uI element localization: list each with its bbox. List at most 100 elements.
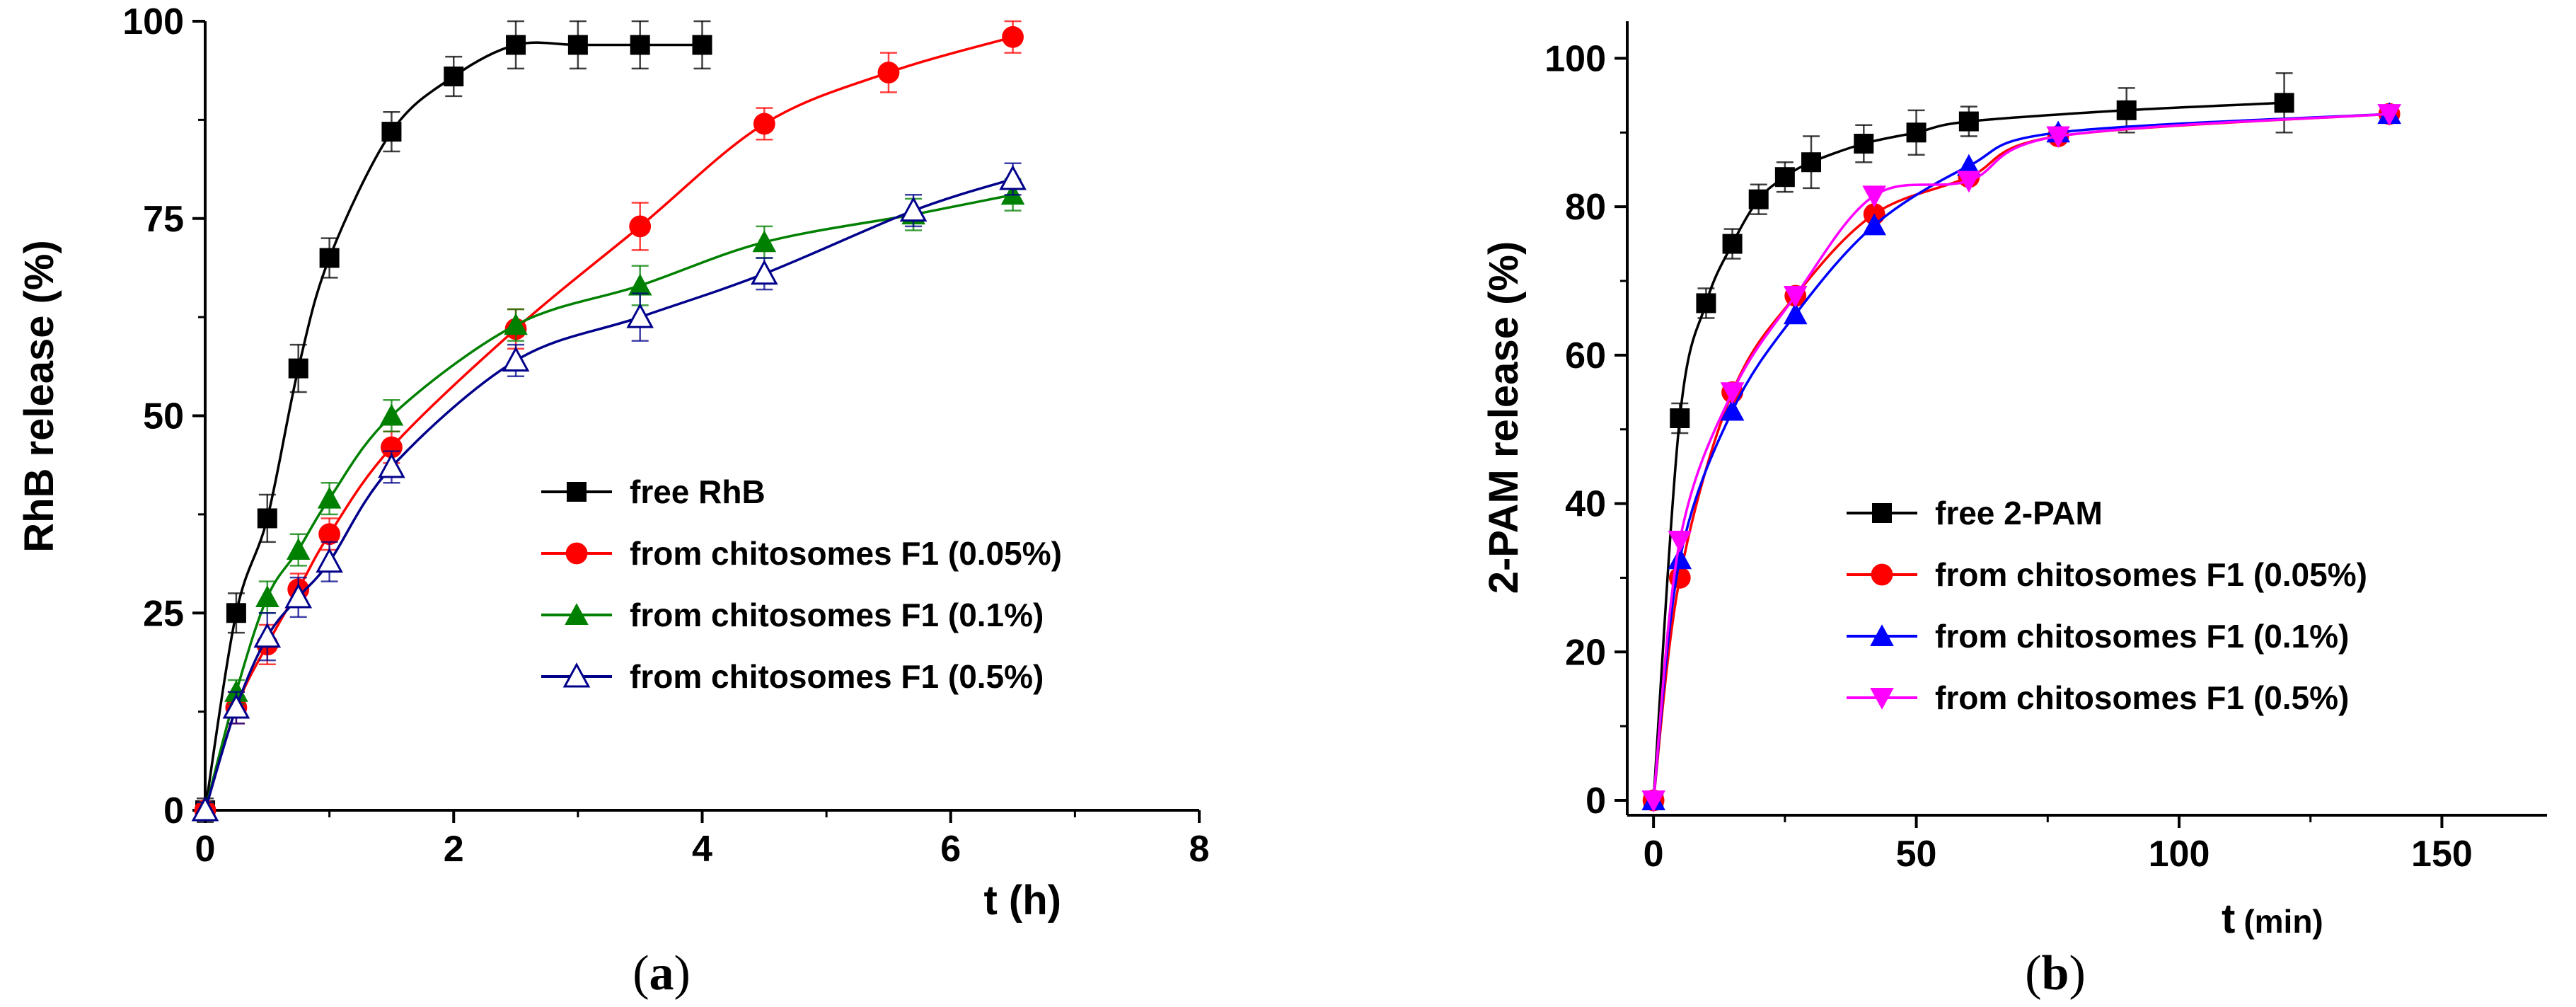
panel-a-data-point xyxy=(750,259,778,285)
panel-b-legend-marker xyxy=(1871,563,1893,586)
panel-a-legend-marker xyxy=(562,662,591,688)
panel-a-data-point xyxy=(284,583,313,609)
panel-a-series-2 xyxy=(193,178,1025,820)
panel-b-axes: 0 20 40 60 80 100 0 50 100 150 xyxy=(1544,21,2547,875)
panel-b-data-point xyxy=(1958,111,1979,132)
panel-b-y-tick-label: 20 xyxy=(1565,632,1606,673)
panel-b-data-point xyxy=(1641,790,1665,812)
panel-b-data-point xyxy=(1801,152,1821,173)
panel-b-y-axis-title: 2-PAM release (%) xyxy=(1481,241,1527,594)
panel-a-data-point xyxy=(286,538,311,560)
panel-a-y-tick-label: 100 xyxy=(122,1,184,42)
panel-a-data-point xyxy=(378,453,405,478)
panel-b-legend-marker xyxy=(1870,688,1894,710)
panel-b-data-point xyxy=(1722,234,1743,254)
panel-a-data-point xyxy=(629,215,652,238)
panel-a-data-point xyxy=(318,523,341,546)
panel-b-y-tick-label: 80 xyxy=(1565,187,1606,228)
panel-a-x-tick-label: 4 xyxy=(692,829,712,870)
panel-b-data-point xyxy=(1957,171,1981,193)
panel-a-data-point xyxy=(628,273,652,296)
panel-a-data-point xyxy=(257,508,277,529)
panel-b-legend-item: from chitosomes F1 (0.1%) xyxy=(1847,618,2349,655)
panel-a-y-tick-label: 75 xyxy=(143,199,184,240)
panel-a-series-line xyxy=(204,178,1014,811)
panel-b-legend-item: from chitosomes F1 (0.05%) xyxy=(1847,556,2367,593)
panel-b-data-point xyxy=(2116,100,2137,120)
panel-a-y-tick-label: 50 xyxy=(143,396,184,437)
panel-b-legend-item: from chitosomes F1 (0.5%) xyxy=(1847,679,2349,716)
panel-a-data-point xyxy=(319,248,340,268)
panel-a-x-axis-title: t (h) xyxy=(984,877,1062,923)
panel-a-x-tick-label: 0 xyxy=(195,829,216,870)
panel-a-data-point xyxy=(379,403,404,426)
panel-b-legend-marker xyxy=(1872,503,1892,523)
panel-a-legend: free RhB from chitosomes F1 (0.05%) from c… xyxy=(541,473,1062,695)
panel-b-data-point xyxy=(1748,189,1769,209)
panel-a-rhb-release: RhB release (%) t (h) (a) 0 25 50 75 100 0 2 4 6… xyxy=(16,1,1209,1001)
panel-a-series-0 xyxy=(195,20,712,823)
panel-a-data-point xyxy=(253,622,282,648)
panel-a-data-point xyxy=(381,122,402,142)
panel-a-legend-marker xyxy=(565,603,589,625)
panel-b-data-point xyxy=(1720,382,1745,405)
panel-a-data-point xyxy=(626,303,654,328)
panel-b-2pam-release: 2-PAM release (%) t (min) (b) 0 20 40 60 80 10… xyxy=(1481,21,2547,1001)
panel-a-data-point xyxy=(288,358,308,379)
panel-b-data-point xyxy=(2377,104,2401,126)
panel-a-y-tick-label: 25 xyxy=(143,593,184,634)
panel-b-data-point xyxy=(1957,154,1981,176)
panel-a-series-1 xyxy=(194,20,1024,822)
panel-b-data-point xyxy=(1668,547,1692,570)
panel-a-caption: (a) xyxy=(633,946,691,1001)
panel-b-data-point xyxy=(1862,213,1886,236)
panel-a-data-point xyxy=(316,547,343,573)
panel-a-x-tick-label: 6 xyxy=(940,829,961,870)
panel-b-data-point xyxy=(2274,93,2294,113)
panel-b-data-point xyxy=(1696,293,1716,313)
panel-b-x-tick-label: 0 xyxy=(1644,834,1664,875)
panel-a-data-point xyxy=(226,603,246,623)
panel-a-x-tick-label: 2 xyxy=(444,829,464,870)
panel-b-y-tick-label: 100 xyxy=(1544,38,1606,79)
panel-a-legend-item: from chitosomes F1 (0.05%) xyxy=(541,535,1062,572)
panel-a-legend-label: free RhB xyxy=(630,473,766,510)
panel-a-x-tick-label: 8 xyxy=(1189,829,1210,870)
panel-a-y-tick-label: 0 xyxy=(163,790,184,832)
panel-a-data-point xyxy=(999,165,1027,190)
panel-b-data-point xyxy=(1862,185,1886,208)
panel-b-legend-label: free 2-PAM xyxy=(1935,495,2103,531)
panel-b-data-point xyxy=(2046,126,2070,149)
panel-b-x-tick-label: 150 xyxy=(2411,834,2473,875)
panel-a-data-point xyxy=(255,585,279,607)
panel-b-data-point xyxy=(1906,122,1927,143)
panel-b-legend-marker xyxy=(1870,624,1894,646)
panel-b-y-tick-label: 60 xyxy=(1565,335,1606,376)
panel-b-data-point xyxy=(1670,408,1690,428)
panel-b-y-tick-label: 0 xyxy=(1586,781,1606,822)
panel-b-caption: (b) xyxy=(2025,946,2086,1001)
panel-a-data-point xyxy=(899,196,928,222)
panel-b-y-tick-label: 40 xyxy=(1565,484,1606,525)
panel-b-series-0 xyxy=(1644,72,2294,811)
panel-a-data-point xyxy=(444,67,464,87)
panel-b-x-axis-title: t (min) xyxy=(2222,896,2323,942)
panel-b-data-point xyxy=(1720,398,1745,421)
panel-b-data-point xyxy=(1774,167,1795,188)
panel-b-x-tick-label: 100 xyxy=(2149,834,2210,875)
panel-a-legend-label: from chitosomes F1 (0.05%) xyxy=(630,535,1062,572)
panel-a-legend-item: from chitosomes F1 (0.1%) xyxy=(541,597,1044,633)
panel-a-legend-label: from chitosomes F1 (0.1%) xyxy=(630,597,1044,633)
panel-a-series-line xyxy=(204,193,1013,811)
panel-b-series-3 xyxy=(1641,104,2401,812)
panel-b-legend-label: from chitosomes F1 (0.5%) xyxy=(1935,679,2349,716)
panel-a-series-line xyxy=(204,41,703,811)
panel-b-data-point xyxy=(1783,302,1808,325)
panel-b-data-point xyxy=(1783,285,1808,308)
panel-a-legend-label: from chitosomes F1 (0.5%) xyxy=(630,658,1044,695)
panel-a-data-point xyxy=(1002,25,1024,48)
panel-b-legend-label: from chitosomes F1 (0.05%) xyxy=(1935,556,2367,593)
panel-b-x-tick-label: 50 xyxy=(1896,834,1937,875)
panel-a-data-point xyxy=(224,679,248,702)
